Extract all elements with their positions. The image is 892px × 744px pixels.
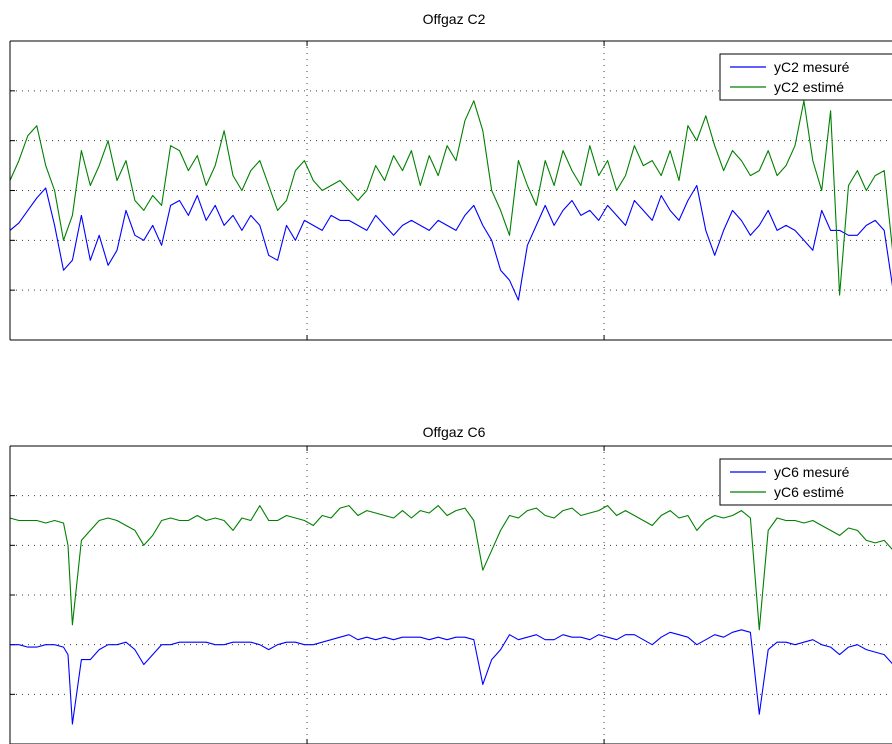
series-line-estime bbox=[10, 100, 892, 296]
legend-label: yC2 estimé bbox=[774, 79, 844, 95]
legend-label: yC2 mesuré bbox=[774, 59, 850, 75]
series-group bbox=[10, 505, 892, 725]
legend-box bbox=[719, 458, 892, 506]
legend-label: yC6 mesuré bbox=[774, 464, 850, 480]
legend-box bbox=[719, 53, 892, 101]
legend: yC2 mesuré yC2 estimé bbox=[719, 53, 892, 101]
series-group bbox=[10, 100, 892, 301]
chart-offgaz-c2: Offgaz C2 yC2 mesuré yC2 estimé bbox=[9, 11, 892, 341]
series-line-mesure bbox=[10, 629, 892, 725]
legend: yC6 mesuré yC6 estimé bbox=[719, 458, 892, 506]
chart-title: Offgaz C6 bbox=[423, 424, 486, 440]
series-line-mesure bbox=[10, 184, 892, 301]
legend-label: yC6 estimé bbox=[774, 484, 844, 500]
series-line-estime bbox=[10, 505, 892, 631]
chart-offgaz-c6: Offgaz C6 yC6 mesuré yC6 estimé bbox=[9, 424, 892, 744]
chart-title: Offgaz C2 bbox=[423, 11, 486, 27]
